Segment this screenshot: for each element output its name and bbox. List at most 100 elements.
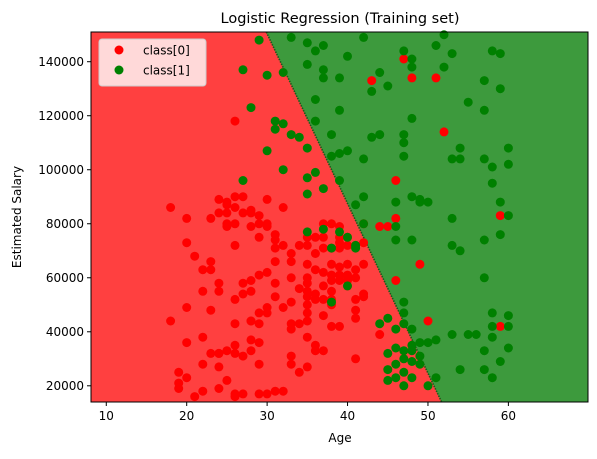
point-class1 xyxy=(479,235,489,245)
point-class1 xyxy=(399,346,409,356)
point-class0 xyxy=(222,200,232,210)
point-class1 xyxy=(343,51,352,61)
legend: class[0] class[1] xyxy=(98,38,207,87)
point-class0 xyxy=(415,259,425,269)
point-class0 xyxy=(174,384,184,393)
point-class0 xyxy=(270,257,280,267)
point-class1 xyxy=(335,73,344,83)
point-class1 xyxy=(391,235,401,245)
point-class1 xyxy=(479,365,489,375)
point-class1 xyxy=(407,357,417,366)
point-class0 xyxy=(351,305,361,315)
point-class0 xyxy=(335,262,344,272)
point-class1 xyxy=(375,319,385,329)
point-class1 xyxy=(495,84,505,94)
point-class1 xyxy=(391,197,401,207)
point-class0 xyxy=(214,348,224,358)
point-class0 xyxy=(190,392,200,402)
point-class1 xyxy=(286,32,296,42)
point-class0 xyxy=(391,213,401,223)
point-class0 xyxy=(198,359,208,369)
point-class0 xyxy=(222,222,232,231)
point-class0 xyxy=(230,392,240,402)
point-class0 xyxy=(182,373,192,383)
point-class0 xyxy=(302,273,312,283)
point-class1 xyxy=(407,62,417,72)
points-layer xyxy=(166,30,513,402)
y-tick-label: 40000 xyxy=(46,325,84,339)
plot-frame xyxy=(90,31,589,403)
point-class1 xyxy=(310,167,320,177)
point-class0 xyxy=(230,319,240,329)
point-class1 xyxy=(455,143,465,153)
point-class1 xyxy=(407,192,417,202)
point-class1 xyxy=(479,105,489,115)
legend-box xyxy=(98,38,207,87)
point-class0 xyxy=(246,346,256,356)
point-class1 xyxy=(495,230,505,240)
point-class0 xyxy=(230,116,240,126)
point-class1 xyxy=(383,313,393,323)
point-class0 xyxy=(182,238,192,248)
point-class0 xyxy=(262,308,272,318)
x-tick-label: 20 xyxy=(179,409,194,423)
point-class0 xyxy=(270,235,280,245)
legend-marker xyxy=(114,65,124,75)
point-class0 xyxy=(391,276,401,285)
point-class1 xyxy=(383,81,393,91)
point-class0 xyxy=(230,240,240,250)
point-class1 xyxy=(367,132,377,142)
point-class0 xyxy=(302,300,312,310)
point-class1 xyxy=(495,357,505,366)
point-class1 xyxy=(383,365,393,375)
point-class1 xyxy=(479,346,489,356)
point-class1 xyxy=(415,197,425,207)
point-class0 xyxy=(230,348,240,358)
point-class0 xyxy=(254,308,264,318)
point-class0 xyxy=(278,386,288,396)
point-class1 xyxy=(503,143,513,153)
point-class1 xyxy=(310,95,320,104)
point-class0 xyxy=(278,240,288,250)
point-class1 xyxy=(391,359,401,369)
point-class0 xyxy=(246,208,256,218)
point-class0 xyxy=(254,359,264,369)
point-class0 xyxy=(230,219,240,229)
point-class0 xyxy=(198,332,208,342)
y-tick-label: 60000 xyxy=(46,271,84,285)
point-class1 xyxy=(399,308,409,318)
point-class0 xyxy=(230,340,240,350)
point-class1 xyxy=(455,365,465,375)
point-class1 xyxy=(302,173,312,183)
point-class1 xyxy=(367,86,377,96)
point-class0 xyxy=(166,203,176,212)
point-class1 xyxy=(455,246,465,256)
point-class0 xyxy=(238,208,248,218)
point-class0 xyxy=(238,389,248,399)
point-class1 xyxy=(391,343,401,353)
point-class0 xyxy=(286,257,296,267)
point-class1 xyxy=(503,343,513,353)
point-class1 xyxy=(399,297,409,307)
point-class0 xyxy=(214,278,224,288)
point-class0 xyxy=(294,319,304,329)
point-class1 xyxy=(503,311,513,321)
point-class1 xyxy=(359,154,369,164)
point-class0 xyxy=(359,259,369,269)
point-class0 xyxy=(310,340,320,350)
point-class1 xyxy=(335,149,344,158)
point-class0 xyxy=(262,267,272,277)
point-class1 xyxy=(327,297,336,307)
point-class0 xyxy=(302,240,312,250)
point-class0 xyxy=(238,192,248,202)
point-class0 xyxy=(383,222,393,231)
point-class0 xyxy=(343,259,352,269)
point-class0 xyxy=(359,289,369,299)
point-class1 xyxy=(294,132,304,142)
point-class0 xyxy=(375,222,385,231)
point-class0 xyxy=(335,243,344,253)
point-class1 xyxy=(407,373,417,383)
point-class1 xyxy=(327,243,336,253)
x-axis-label: Age xyxy=(328,431,351,445)
